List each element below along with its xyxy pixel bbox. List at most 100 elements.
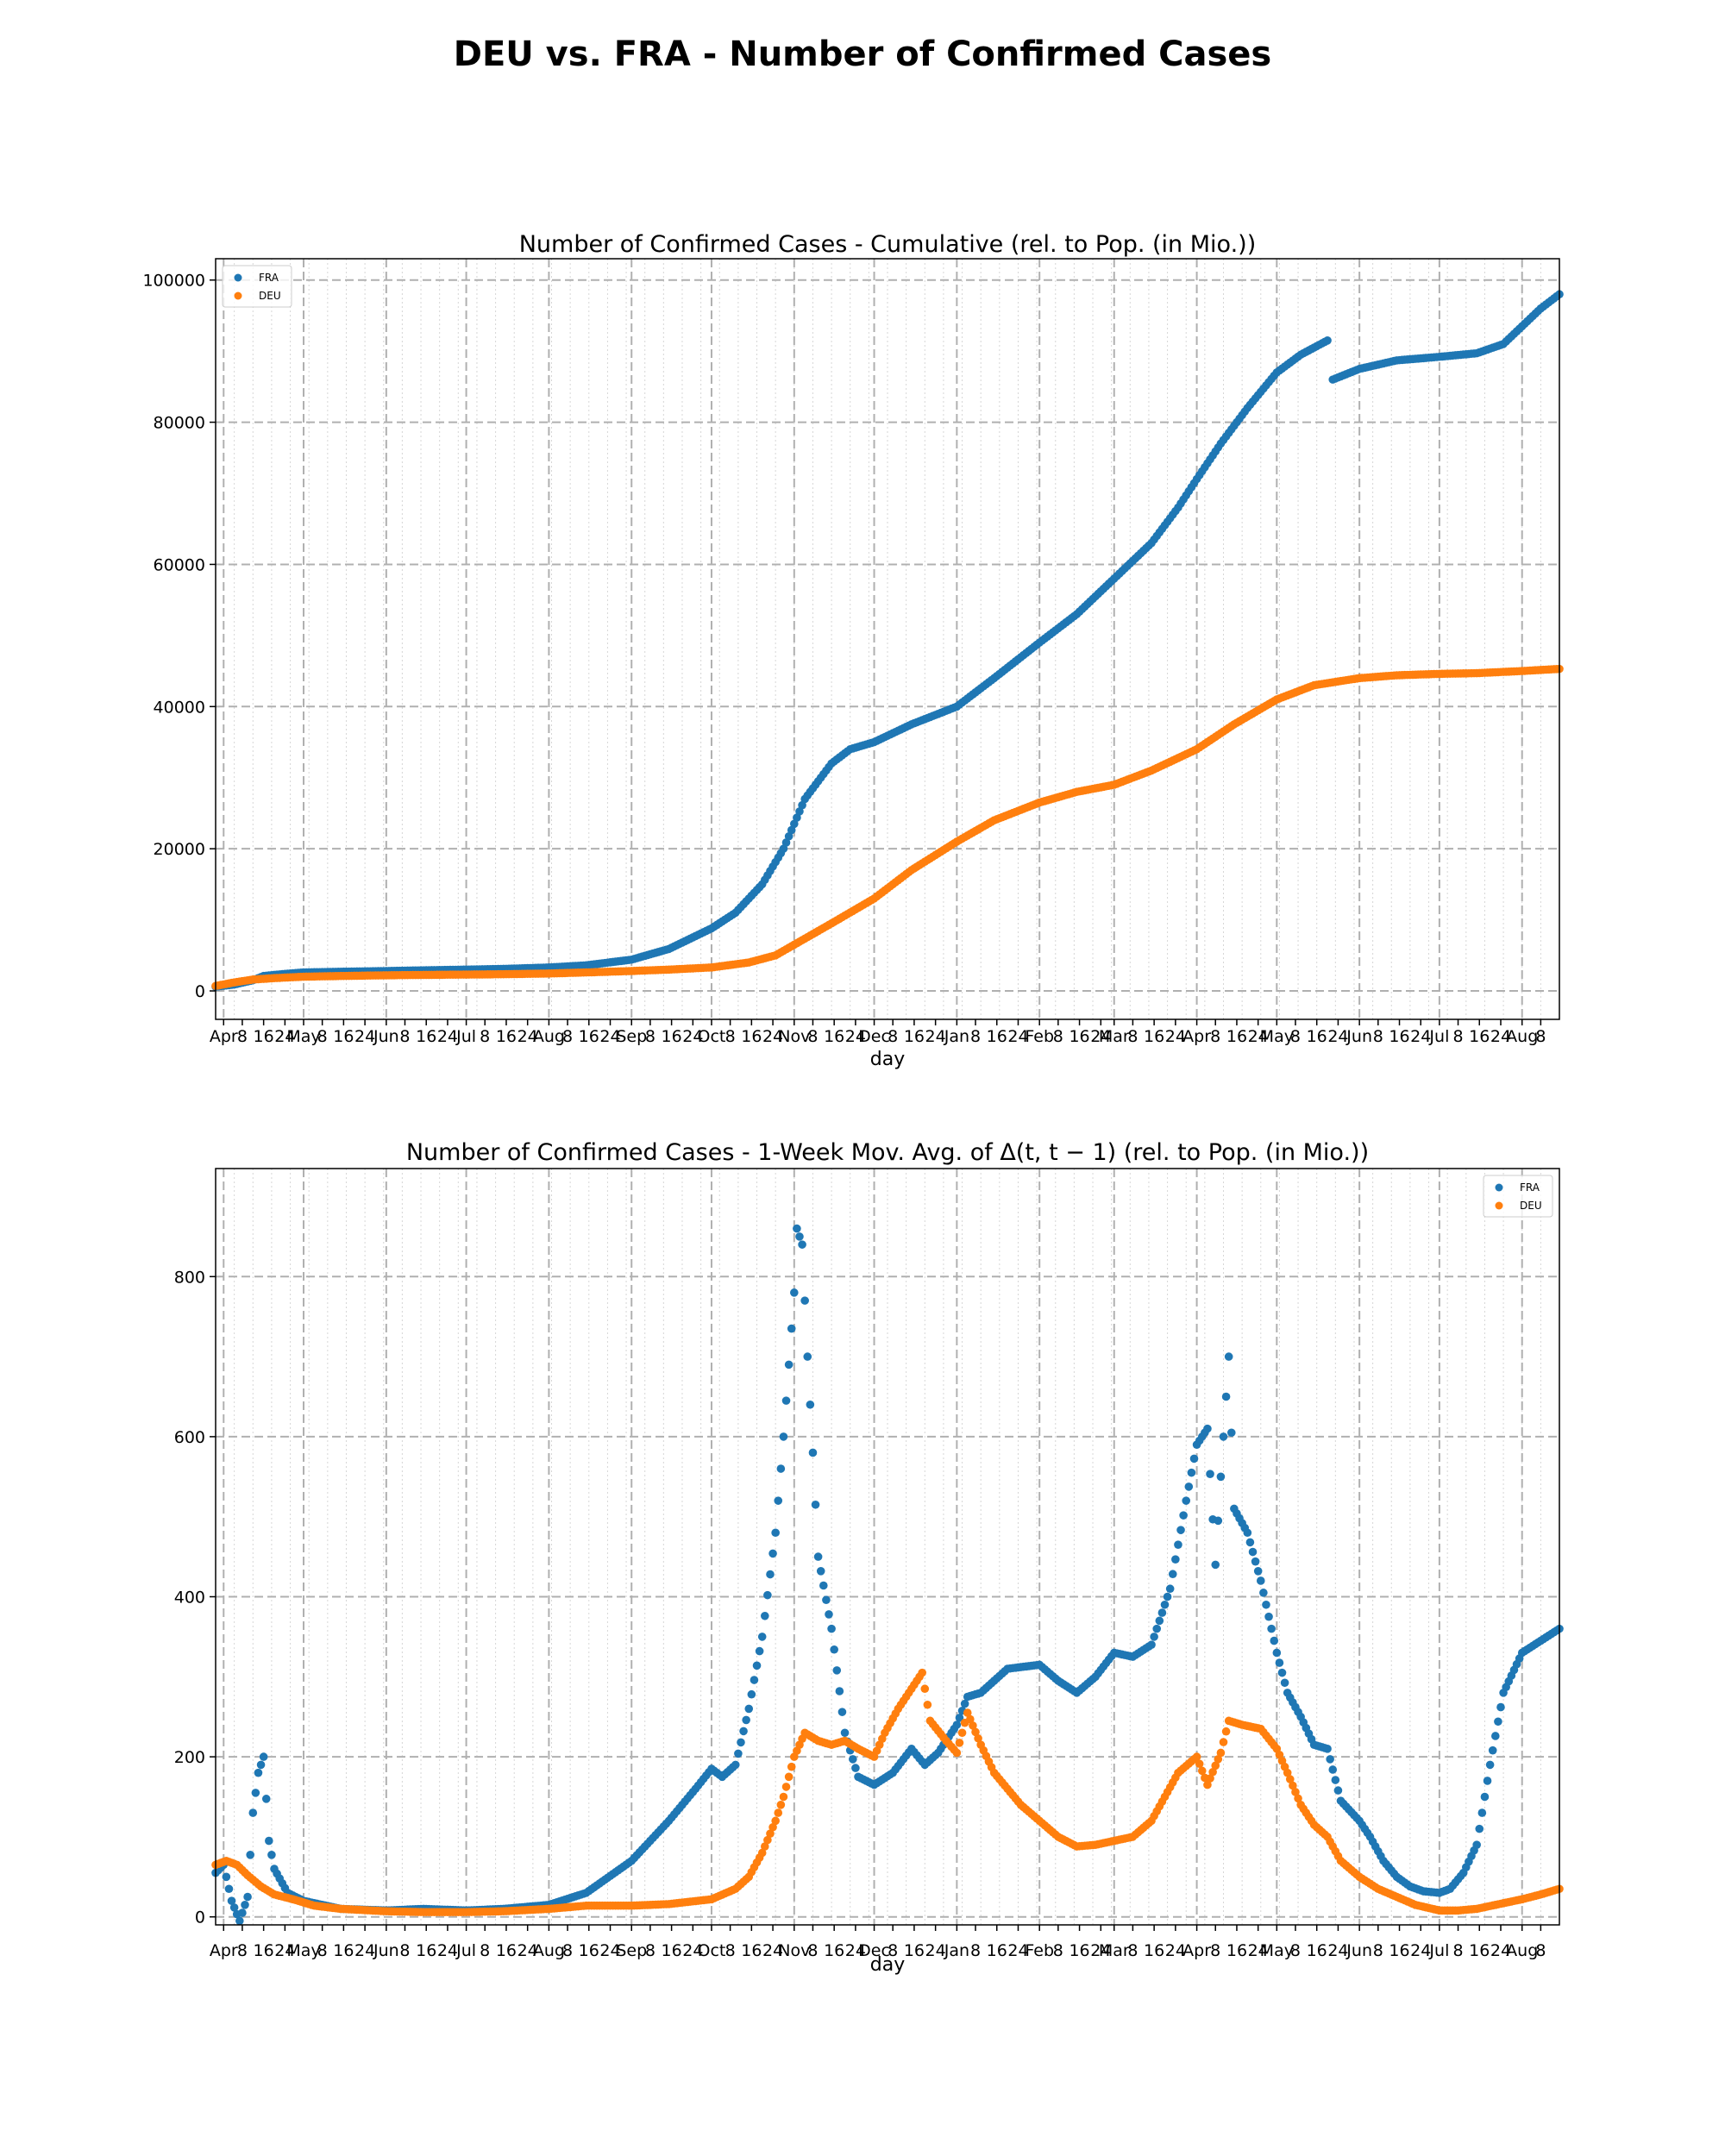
x-tick-label: 8 <box>1127 1027 1138 1046</box>
data-point <box>1165 1584 1175 1594</box>
data-point <box>793 1224 801 1233</box>
data-point <box>1289 1781 1297 1790</box>
x-tick-label: 24 <box>1248 1941 1269 1960</box>
cumulative-chart-title: Number of Confirmed Cases - Cumulative (… <box>519 231 1257 258</box>
x-tick-label: May <box>286 1027 320 1046</box>
x-tick-label: 24 <box>518 1941 538 1960</box>
data-point <box>1147 1640 1156 1649</box>
x-tick-label: 8 <box>1290 1941 1301 1960</box>
data-point <box>1152 1624 1162 1633</box>
data-point <box>235 1916 244 1926</box>
data-point <box>776 1800 786 1809</box>
y-tick-label: 20000 <box>154 840 205 859</box>
data-point <box>800 1296 809 1305</box>
weekly-avg-plot-frame <box>215 1168 1560 1926</box>
x-tick-label: Aug <box>1506 1027 1538 1046</box>
x-tick-label: 24 <box>1410 1941 1431 1960</box>
data-point <box>1226 1428 1236 1438</box>
x-tick-label: 8 <box>888 1027 898 1046</box>
x-tick-label: 8 <box>480 1941 490 1960</box>
legend-label-fra: FRA <box>259 272 279 284</box>
cumulative-cases-chart: Number of Confirmed Cases - Cumulative (… <box>142 231 1564 1069</box>
x-tick-label: 24 <box>1090 1941 1111 1960</box>
data-point <box>971 1727 980 1737</box>
data-point <box>840 1728 850 1738</box>
x-tick-label: 8 <box>1373 1941 1383 1960</box>
data-point <box>1203 1780 1212 1789</box>
x-tick-label: 8 <box>970 1027 981 1046</box>
data-point <box>766 1829 775 1839</box>
x-tick-label: 24 <box>1327 1941 1348 1960</box>
x-tick-label: 16 <box>1389 1941 1409 1960</box>
x-tick-label: 24 <box>1248 1027 1269 1046</box>
x-tick-label: 8 <box>562 1941 573 1960</box>
x-tick-label: Apr <box>1182 1027 1211 1046</box>
x-tick-label: 24 <box>762 1027 783 1046</box>
data-point <box>224 1884 234 1894</box>
data-point <box>1251 1557 1260 1566</box>
data-point <box>963 1708 972 1717</box>
y-tick-label: 200 <box>174 1748 205 1767</box>
data-point <box>832 1666 842 1675</box>
x-tick-label: 16 <box>1389 1027 1409 1046</box>
data-point <box>1483 1777 1492 1785</box>
x-tick-label: 24 <box>437 1941 458 1960</box>
cumulative-plot-frame <box>215 258 1560 1020</box>
x-tick-label: 8 <box>888 1941 898 1960</box>
legend-label-deu: DEU <box>259 290 281 302</box>
x-tick-label: 24 <box>1165 1941 1186 1960</box>
data-point <box>787 1762 796 1771</box>
x-tick-label: 24 <box>1007 1027 1028 1046</box>
data-point <box>1264 1612 1273 1621</box>
data-point <box>776 1464 786 1473</box>
weekly-avg-cases-chart: Number of Confirmed Cases - 1-Week Mov. … <box>174 1139 1564 1976</box>
x-tick-label: Jun <box>1346 1027 1372 1046</box>
x-tick-label: 16 <box>741 1027 762 1046</box>
x-tick-label: 16 <box>1469 1027 1490 1046</box>
x-tick-label: May <box>286 1941 320 1960</box>
data-point <box>761 1611 769 1620</box>
x-tick-label: 8 <box>1535 1941 1546 1960</box>
x-tick-label: Mar <box>1099 1027 1130 1046</box>
data-point <box>1171 1555 1180 1564</box>
x-tick-label: Jan <box>944 1027 969 1046</box>
data-point <box>1216 1472 1226 1482</box>
x-tick-label: 24 <box>1090 1027 1111 1046</box>
data-point <box>952 1720 962 1729</box>
data-point <box>1245 1538 1255 1547</box>
data-point <box>779 1432 788 1441</box>
y-tick-label: 100000 <box>142 272 205 291</box>
data-point <box>830 1645 838 1654</box>
x-tick-label: Aug <box>1506 1941 1538 1960</box>
x-tick-label: Dec <box>858 1941 890 1960</box>
data-point <box>771 1528 780 1538</box>
data-point <box>744 1704 754 1714</box>
data-point <box>1208 1767 1217 1777</box>
x-tick-label: Jul <box>1428 1941 1449 1960</box>
x-tick-label: 16 <box>333 1941 354 1960</box>
data-point <box>1219 1432 1228 1441</box>
x-tick-label: 8 <box>317 1027 328 1046</box>
data-point <box>798 800 806 810</box>
data-point <box>1176 1526 1185 1534</box>
x-tick-label: Aug <box>533 1027 565 1046</box>
x-tick-label: 24 <box>925 1027 946 1046</box>
x-tick-label: Dec <box>858 1027 890 1046</box>
x-tick-label: Feb <box>1025 1027 1054 1046</box>
x-tick-label: Sep <box>616 1027 647 1046</box>
data-point <box>781 1783 791 1791</box>
x-tick-label: 16 <box>1307 1941 1327 1960</box>
y-tick-label: 80000 <box>154 414 205 433</box>
data-point <box>1243 1528 1252 1538</box>
x-tick-label: 8 <box>725 1027 736 1046</box>
data-point <box>1496 1702 1505 1712</box>
data-point <box>837 1708 847 1716</box>
data-point <box>966 1714 975 1724</box>
x-tick-label: 8 <box>725 1941 736 1960</box>
data-point <box>229 1903 239 1912</box>
weekly-avg-legend: FRA DEU <box>1483 1175 1553 1218</box>
data-point <box>254 1768 263 1777</box>
x-tick-label: 8 <box>1373 1027 1383 1046</box>
x-tick-label: 16 <box>662 1027 682 1046</box>
